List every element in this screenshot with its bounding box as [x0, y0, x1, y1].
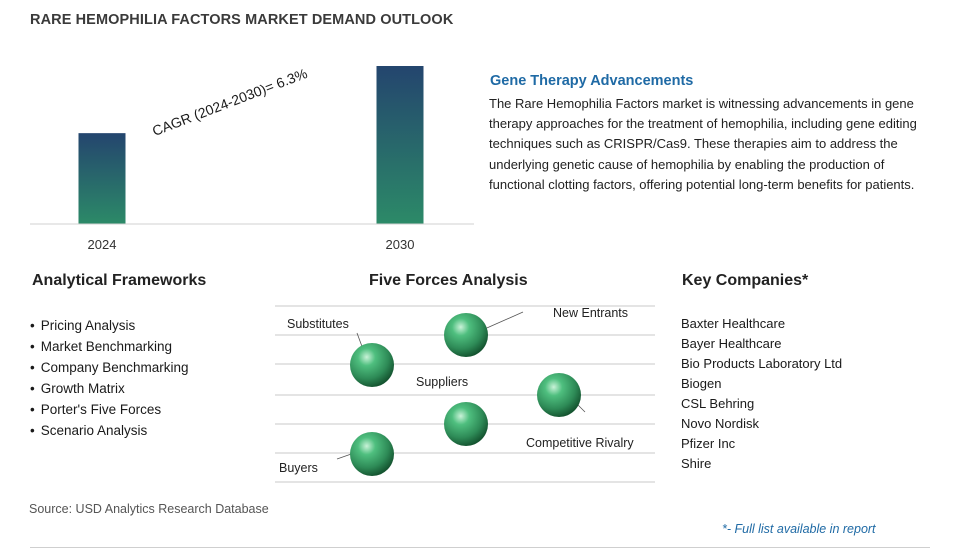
bar-chart: 2024 2030 — [30, 66, 474, 252]
x-tick-label-2030: 2030 — [386, 237, 415, 252]
sphere-suppliers — [444, 402, 488, 446]
sphere-buyers — [350, 432, 394, 476]
list-item: Scenario Analysis — [30, 420, 189, 441]
sphere-substitutes — [350, 343, 394, 387]
five-forces-diagram: Substitutes New Entrants Suppliers Compe… — [275, 305, 655, 483]
bar-2030 — [376, 66, 424, 224]
label-substitutes: Substitutes — [287, 317, 349, 331]
sphere-new-entrants — [444, 313, 488, 357]
five-forces-title: Five Forces Analysis — [369, 272, 528, 289]
key-companies-list: Baxter Healthcare Bayer Healthcare Bio P… — [681, 314, 842, 474]
bar-2024 — [78, 133, 126, 224]
label-new-entrants: New Entrants — [553, 306, 628, 320]
label-competitive-rivalry: Competitive Rivalry — [526, 436, 634, 450]
list-item: CSL Behring — [681, 396, 755, 411]
list-item: Shire — [681, 456, 712, 471]
list-item: Company Benchmarking — [30, 357, 189, 378]
analytical-frameworks-title: Analytical Frameworks — [32, 272, 207, 289]
list-item: Baxter Healthcare — [681, 316, 786, 331]
page-title: RARE HEMOPHILIA FACTORS MARKET DEMAND OU… — [30, 12, 454, 28]
list-item: Bio Products Laboratory Ltd — [681, 356, 843, 371]
analytical-frameworks-list: Pricing Analysis Market Benchmarking Com… — [30, 315, 189, 441]
list-item: Bayer Healthcare — [681, 336, 782, 351]
gene-therapy-text: The Rare Hemophilia Factors market is wi… — [489, 96, 917, 192]
list-item: Novo Nordisk — [681, 416, 760, 431]
list-item: Market Benchmarking — [30, 336, 189, 357]
label-suppliers: Suppliers — [416, 375, 468, 389]
list-item: Pricing Analysis — [30, 315, 189, 336]
x-tick-label-2024: 2024 — [88, 237, 117, 252]
label-buyers: Buyers — [279, 461, 318, 475]
key-companies-title: Key Companies* — [682, 272, 809, 289]
gene-therapy-title: Gene Therapy Advancements — [490, 73, 694, 89]
list-item: Biogen — [681, 376, 722, 391]
list-item: Growth Matrix — [30, 378, 189, 399]
sphere-competitive-rivalry — [537, 373, 581, 417]
bottom-divider — [30, 547, 930, 548]
list-item: Porter's Five Forces — [30, 399, 189, 420]
full-list-footnote: *- Full list available in report — [722, 522, 876, 536]
list-item: Pfizer Inc — [681, 436, 736, 451]
source-note: Source: USD Analytics Research Database — [29, 502, 269, 516]
